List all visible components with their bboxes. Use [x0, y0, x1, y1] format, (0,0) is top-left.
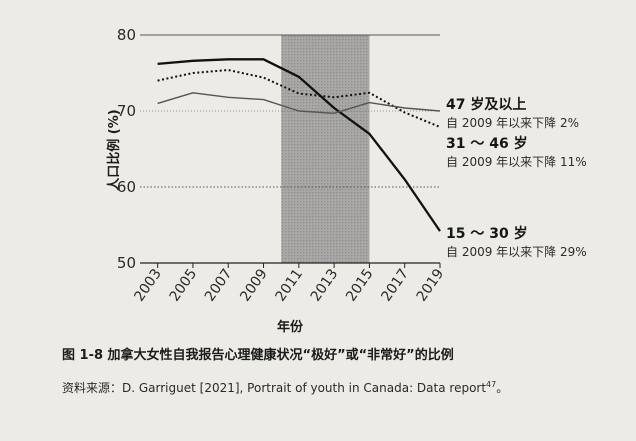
y-tick-label: 80: [117, 26, 136, 44]
x-tick-label: 2013: [308, 266, 342, 304]
x-axis-title: 年份: [277, 319, 304, 335]
shaded-period: [281, 35, 370, 263]
y-tick-label: 50: [117, 254, 136, 272]
x-tick-label: 2005: [167, 266, 201, 304]
x-tick-label: 2017: [378, 266, 412, 304]
series-line-3: [157, 92, 441, 115]
series-label-2: 31 ～ 46 岁: [446, 135, 528, 152]
series-line-1: [157, 58, 441, 232]
source-text: 资料来源：D. Garriguet [2021], Portrait of yo…: [62, 381, 487, 395]
y-axis-title: 人口比例 (%): [106, 109, 122, 190]
x-tick-label: 2009: [237, 266, 271, 304]
x-tick-label: 2015: [343, 266, 377, 304]
source-end: 。: [496, 381, 509, 395]
x-tick-label: 2007: [202, 266, 236, 304]
y-tick-label: 60: [117, 178, 136, 196]
source-reference-number: 47: [486, 380, 497, 389]
x-tick-label: 2003: [131, 266, 165, 304]
y-tick-label: 70: [117, 102, 136, 120]
series-note-2: 自 2009 年以来下降 11%: [446, 155, 587, 169]
series-label-3: 47 岁及以上: [446, 96, 526, 113]
figure-caption: 图 1-8 加拿大女性自我报告心理健康状况“极好”或“非常好”的比例: [62, 348, 454, 363]
series-note-3: 自 2009 年以来下降 2%: [446, 116, 579, 130]
figure-source: 资料来源：D. Garriguet [2021], Portrait of yo…: [62, 379, 508, 396]
series-note-1: 自 2009 年以来下降 29%: [446, 245, 587, 259]
x-tick-label: 2019: [414, 266, 448, 304]
x-tick-label: 2011: [273, 266, 307, 304]
series-label-1: 15 ～ 30 岁: [446, 225, 528, 242]
